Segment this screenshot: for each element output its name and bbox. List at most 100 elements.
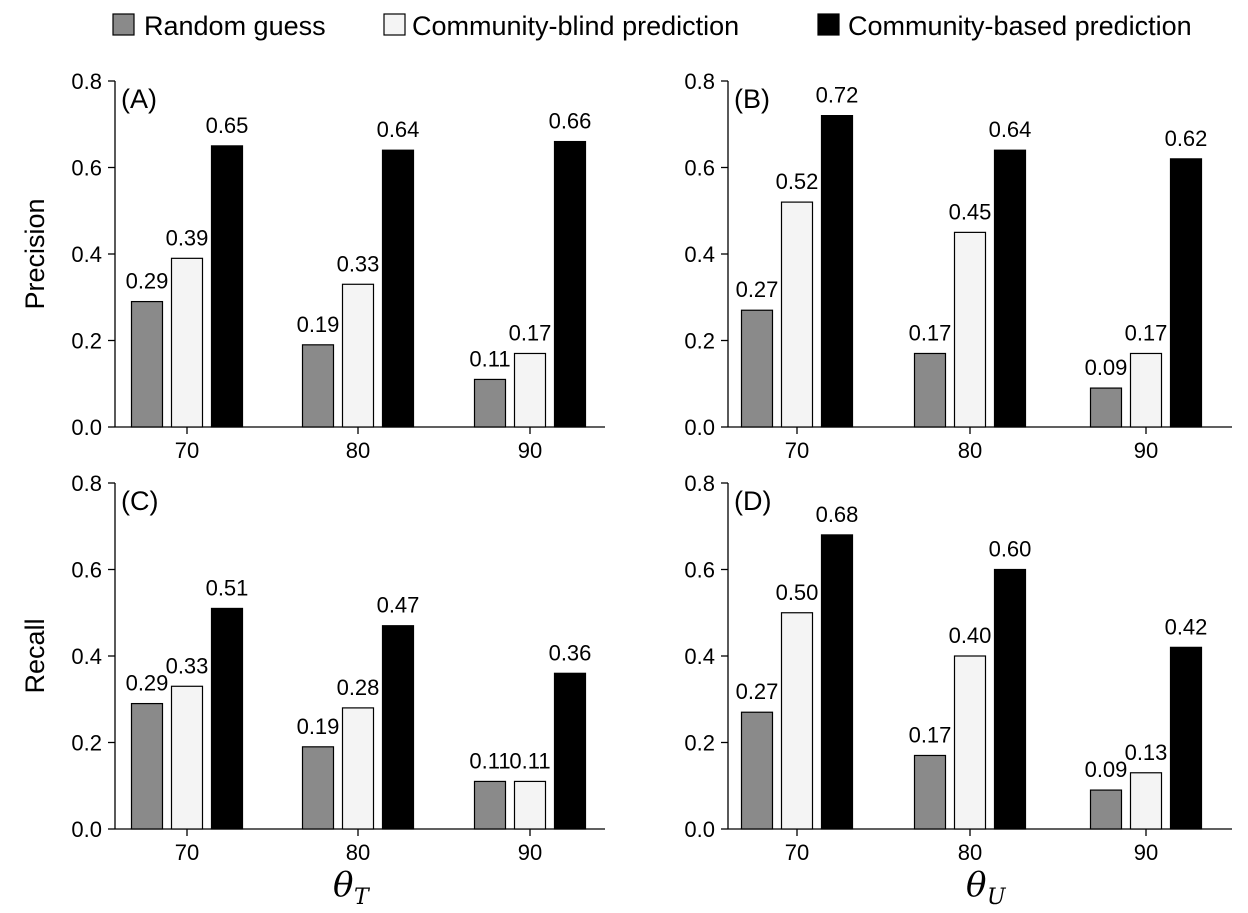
bar-community-blind	[170, 257, 204, 428]
x-tick-label: 80	[958, 840, 982, 865]
y-tick-label: 0.8	[71, 69, 102, 94]
x-axis-title-left-sub: T	[354, 885, 371, 910]
bar-community-blind	[1129, 352, 1163, 428]
panel-c: 0.0 0.2 0.4 0.6 0.8 70 80 90 0.29 0.19 0.11 0.33 0.2…	[71, 471, 605, 865]
bar-random-guess	[1089, 387, 1123, 428]
bar-random-guess	[740, 711, 774, 830]
bar-community-blind	[513, 780, 547, 830]
y-tick-label: 0.2	[71, 329, 102, 354]
panel-a: 0.0 0.2 0.4 0.6 0.8 70 80 90 0.29 0.19 0.11 0.39 0.3…	[71, 69, 605, 463]
bar-community-blind	[513, 352, 547, 428]
x-tick-label: 80	[346, 438, 370, 463]
y-tick-label: 0.4	[71, 242, 102, 267]
y-axis-title-recall: Recall	[20, 618, 50, 693]
y-tick-label: 0.2	[684, 731, 715, 756]
x-tick-label: 90	[1134, 840, 1158, 865]
bar-community-based	[210, 607, 244, 830]
x-axis-title-left-main: θ	[333, 865, 353, 905]
x-tick-label: 90	[518, 438, 542, 463]
bar-value-label: 0.72	[816, 83, 859, 108]
panel-label: (D)	[734, 486, 771, 516]
bar-random-guess	[913, 754, 947, 830]
bar-community-blind	[780, 201, 814, 428]
bar-community-blind	[1129, 772, 1163, 830]
bar-value-label: 0.60	[989, 537, 1032, 562]
panel-b: 0.0 0.2 0.4 0.6 0.8 70 80 90 0.27 0.17 0.09 0.52 0.4…	[684, 69, 1232, 463]
legend-label-community-based: Community-based prediction	[848, 11, 1192, 41]
y-tick-label: 0.0	[684, 817, 715, 842]
bar-value-label: 0.11	[469, 748, 510, 773]
x-tick-label: 90	[518, 840, 542, 865]
bar-value-label: 0.51	[206, 575, 249, 600]
bar-value-label: 0.40	[949, 623, 992, 648]
y-tick-label: 0.6	[684, 156, 715, 181]
y-tick-label: 0.8	[684, 69, 715, 94]
panel-label: (C)	[121, 486, 158, 516]
x-tick-label: 90	[1134, 438, 1158, 463]
bar-community-blind	[341, 283, 375, 428]
y-tick-label: 0.6	[684, 558, 715, 583]
x-axis-title-right: θ U	[966, 865, 1007, 910]
panel-label: (A)	[121, 84, 157, 114]
bar-community-blind	[341, 707, 375, 830]
bar-random-guess	[473, 780, 507, 830]
bar-value-label: 0.36	[549, 640, 592, 665]
bar-value-label: 0.29	[126, 269, 169, 294]
y-tick-label: 0.2	[71, 731, 102, 756]
bar-value-label: 0.09	[1085, 757, 1128, 782]
bar-value-label: 0.68	[816, 502, 859, 527]
bar-community-based	[1169, 646, 1203, 830]
x-tick-label: 80	[346, 840, 370, 865]
bar-value-label: 0.62	[1165, 126, 1208, 151]
y-tick-label: 0.2	[684, 329, 715, 354]
bar-community-based	[820, 114, 854, 428]
bar-random-guess	[913, 352, 947, 428]
legend-swatch-community-based	[817, 13, 840, 36]
bar-value-label: 0.11	[469, 346, 510, 371]
bar-community-blind	[953, 655, 987, 830]
bar-community-based	[820, 534, 854, 830]
bar-random-guess	[473, 378, 507, 428]
y-tick-label: 0.4	[684, 242, 715, 267]
legend-swatch-random-guess	[112, 13, 135, 36]
x-tick-label: 80	[958, 438, 982, 463]
bar-value-label: 0.64	[377, 117, 420, 142]
x-tick-label: 70	[785, 840, 809, 865]
bar-value-label: 0.17	[909, 320, 952, 345]
legend-label-random-guess: Random guess	[144, 11, 326, 41]
bar-value-label: 0.13	[1125, 740, 1168, 765]
bar-value-label: 0.19	[297, 312, 340, 337]
bar-random-guess	[130, 702, 164, 830]
y-tick-label: 0.8	[71, 471, 102, 496]
x-axis-title-right-sub: U	[987, 885, 1007, 910]
y-tick-label: 0.0	[71, 817, 102, 842]
bar-value-label: 0.47	[377, 593, 420, 618]
bar-random-guess	[301, 746, 335, 830]
bar-value-label: 0.66	[549, 109, 592, 134]
bar-value-label: 0.17	[509, 320, 552, 345]
bar-community-based	[993, 149, 1027, 428]
y-tick-label: 0.4	[684, 644, 715, 669]
bar-community-blind	[170, 685, 204, 830]
bar-value-label: 0.33	[166, 653, 209, 678]
x-tick-label: 70	[785, 438, 809, 463]
panel-d: 0.0 0.2 0.4 0.6 0.8 70 80 90 0.27 0.17 0.09 0.50 0.4…	[684, 471, 1232, 865]
bar-random-guess	[130, 300, 164, 428]
bar-value-label: 0.64	[989, 117, 1032, 142]
bar-value-label: 0.09	[1085, 355, 1128, 380]
bar-community-based	[381, 149, 415, 428]
bar-community-blind	[953, 231, 987, 428]
y-tick-label: 0.0	[71, 415, 102, 440]
bar-value-label: 0.42	[1165, 614, 1208, 639]
bar-community-based	[381, 625, 415, 830]
bar-value-label: 0.19	[297, 714, 340, 739]
y-tick-label: 0.6	[71, 156, 102, 181]
legend-label-community-blind: Community-blind prediction	[412, 11, 739, 41]
bar-community-based	[553, 140, 587, 428]
bar-value-label: 0.50	[776, 580, 819, 605]
bar-random-guess	[740, 309, 774, 428]
bar-community-based	[1169, 158, 1203, 428]
bar-random-guess	[1089, 789, 1123, 830]
bar-value-label: 0.29	[126, 671, 169, 696]
